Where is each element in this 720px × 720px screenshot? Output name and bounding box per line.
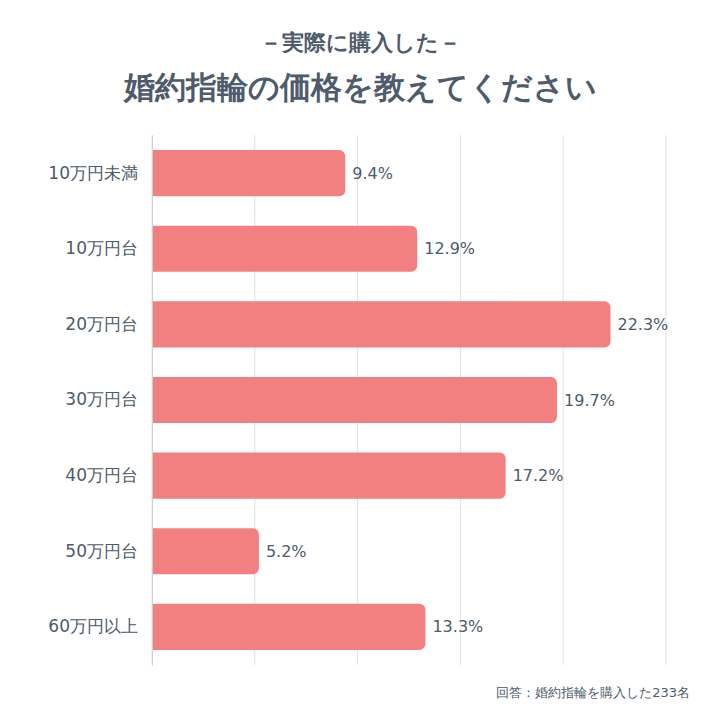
subtitle: －実際に購入した－	[260, 30, 461, 55]
tick: 50万円台	[65, 541, 138, 561]
tick-label: 50万円台	[65, 541, 138, 561]
grid-line	[152, 135, 153, 665]
bar	[152, 226, 417, 272]
bar	[152, 604, 425, 650]
data-label: 22.3%	[617, 315, 668, 334]
tick-label: 20万円台	[65, 314, 138, 334]
y-axis: 10万円未満 10万円台 20万円台 30万円台 40万円台 50万円台 60万円以上	[48, 136, 152, 666]
bar	[152, 453, 506, 499]
data-labels: 9.4% 12.9% 22.3% 19.7% 17.2% 5.2% 13.3%	[266, 164, 668, 637]
data-label: 9.4%	[352, 164, 393, 183]
chart: －実際に購入した－ 婚約指輪の価格を教えてください 10万円未満 10万円台 20万円台…	[0, 0, 720, 720]
data-label: 19.7%	[564, 391, 615, 410]
tick: 60万円以上	[48, 616, 138, 636]
tick-label: 10万円未満	[48, 163, 138, 183]
bars	[152, 150, 610, 650]
data-label: 17.2%	[513, 466, 564, 485]
tick: 10万円台	[65, 238, 138, 258]
data-label: 12.9%	[424, 239, 475, 258]
grid-line	[666, 135, 667, 665]
data-label: 5.2%	[266, 542, 307, 561]
note: 回答：婚約指輪を購入した233名	[496, 685, 690, 700]
title: 婚約指輪の価格を教えてください	[123, 69, 597, 105]
data-label: 13.3%	[432, 617, 483, 636]
tick-label: 60万円以上	[48, 616, 138, 636]
tick-label: 40万円台	[65, 465, 138, 485]
tick: 40万円台	[65, 465, 138, 485]
bar	[152, 377, 557, 423]
bar	[152, 528, 259, 574]
tick: 20万円台	[65, 314, 138, 334]
tick: 30万円台	[65, 389, 138, 409]
axis-line	[152, 136, 153, 666]
tick: 10万円未満	[48, 163, 138, 183]
bar	[152, 301, 610, 347]
tick-label: 10万円台	[65, 238, 138, 258]
bar	[152, 150, 345, 196]
tick-label: 30万円台	[65, 389, 138, 409]
